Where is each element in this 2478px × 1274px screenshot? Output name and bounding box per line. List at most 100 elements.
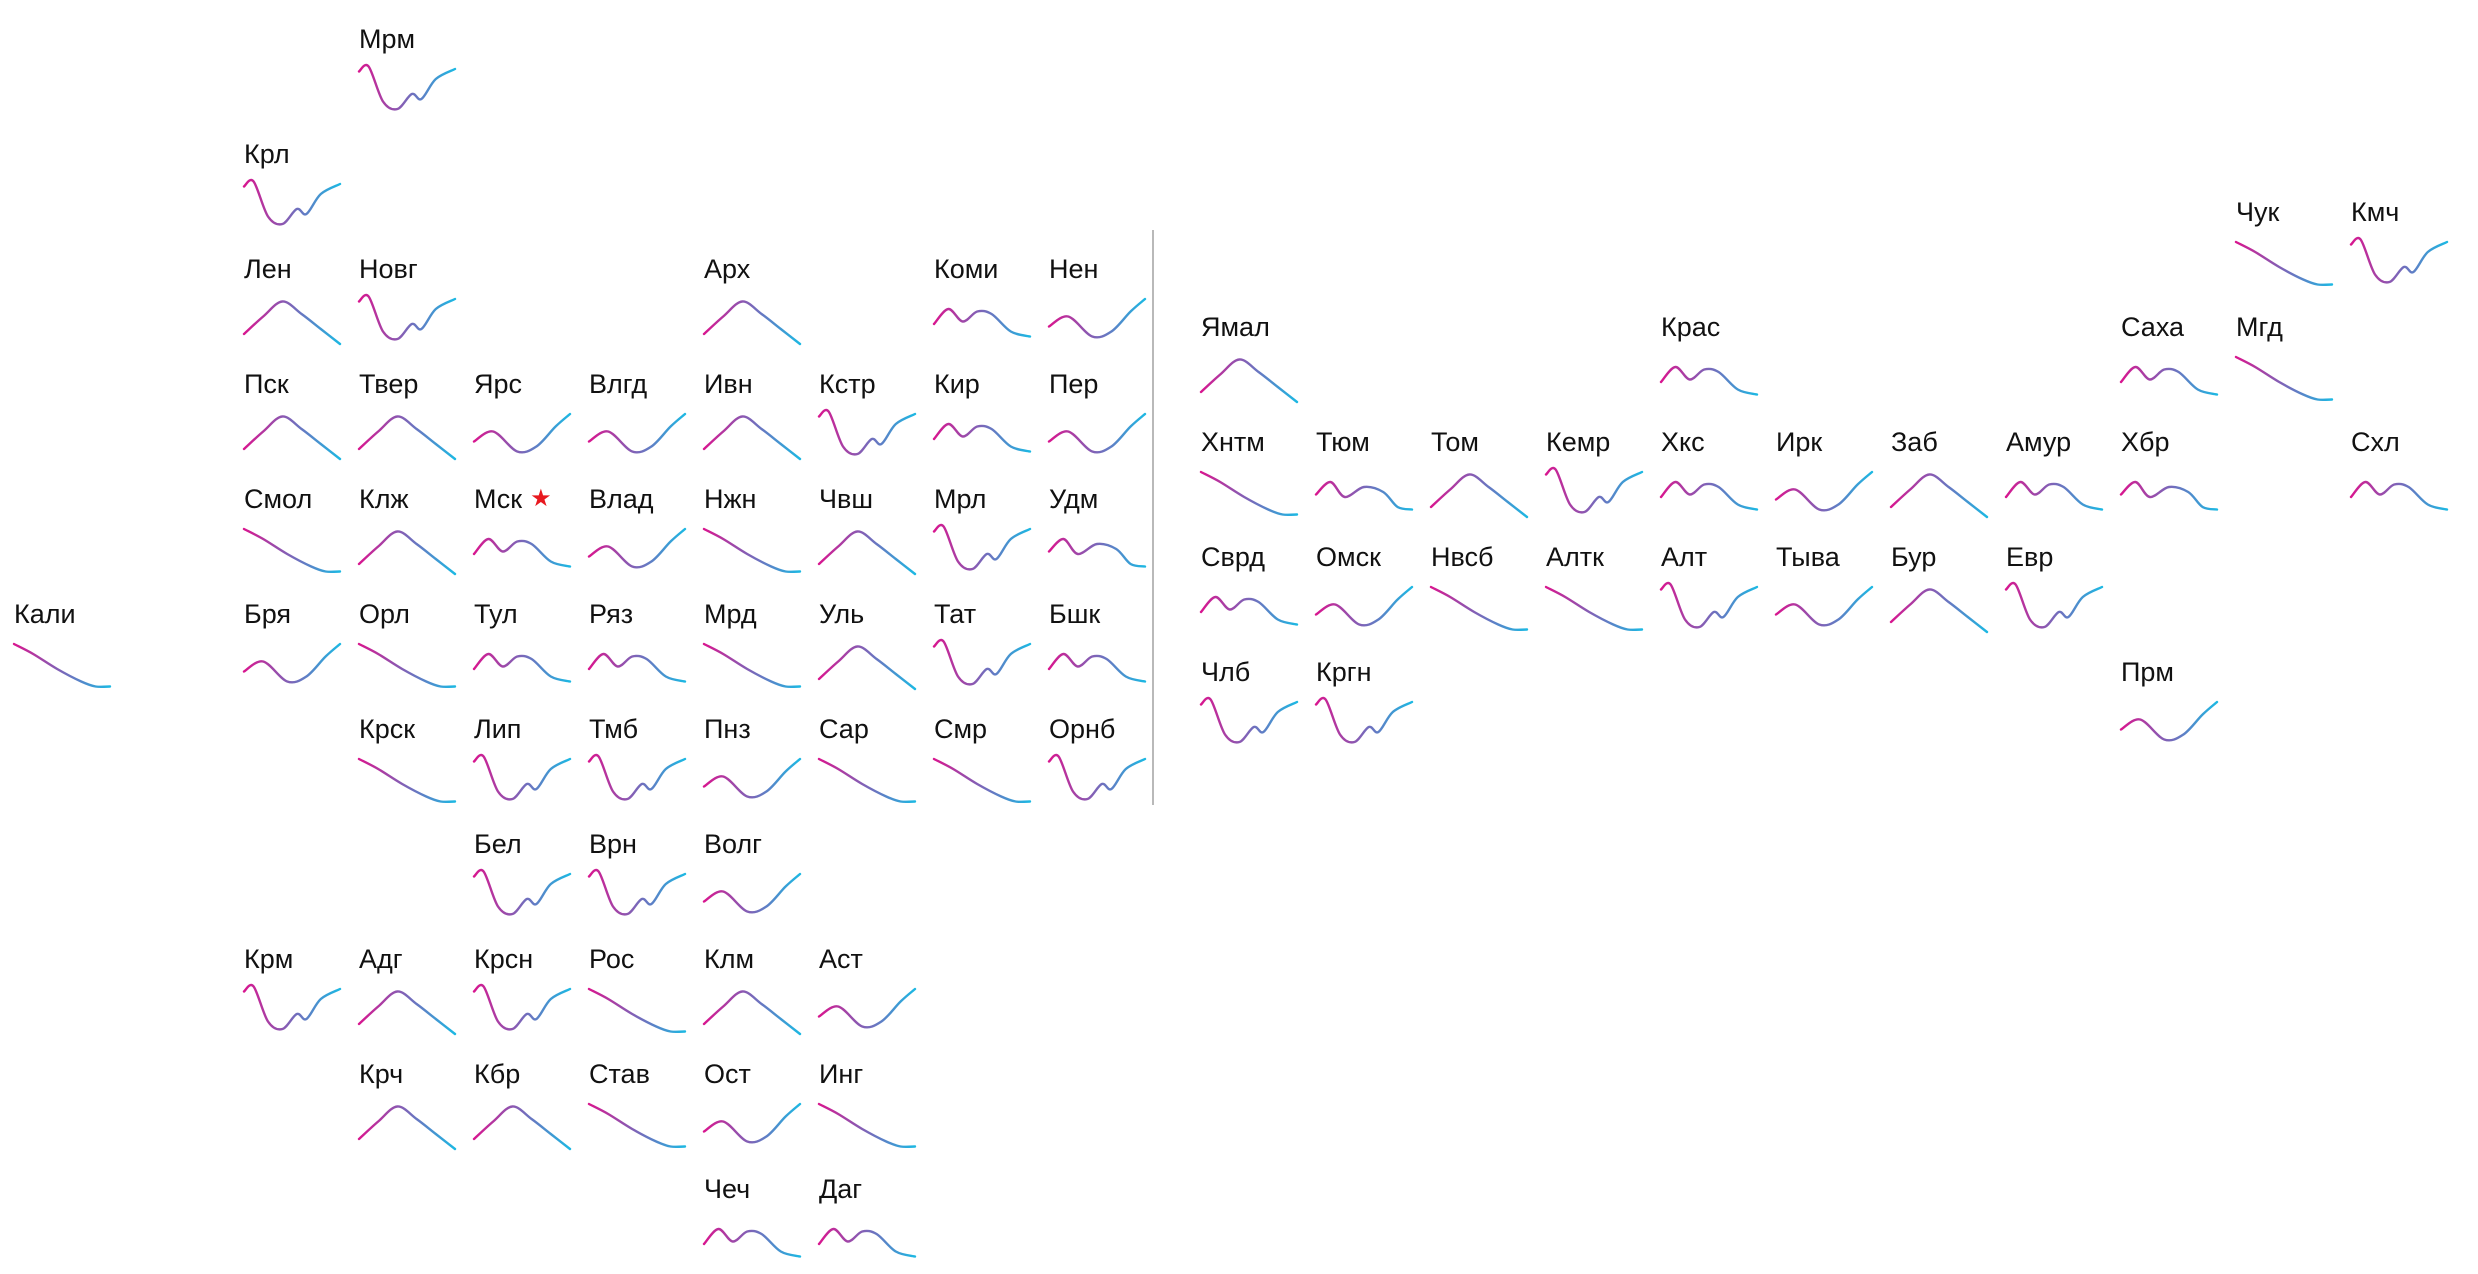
sparkline-path-chlb bbox=[1199, 696, 1299, 744]
region-tile-altk: Алтк bbox=[1540, 532, 1652, 642]
region-label-text: Крсн bbox=[474, 944, 534, 974]
sparkline-path-mrd bbox=[702, 642, 802, 689]
region-label-text: Клм bbox=[704, 944, 755, 974]
region-tile-yars: Ярс bbox=[468, 359, 580, 469]
region-label-text: Тюм bbox=[1316, 426, 1370, 457]
sparkline-path-mrm bbox=[357, 63, 457, 111]
sparkline bbox=[2349, 480, 2449, 511]
sparkline-path-krgn bbox=[1314, 696, 1414, 744]
region-label-text: Смол bbox=[244, 484, 313, 514]
sparkline bbox=[587, 1102, 687, 1149]
sparkline-path-chech bbox=[702, 1227, 802, 1258]
region-label-text: Заб bbox=[1891, 426, 1938, 457]
sparkline-path-zab bbox=[1889, 472, 1989, 518]
sparkline bbox=[1047, 297, 1147, 339]
region-label-text: Став bbox=[589, 1059, 650, 1089]
region-label-text: Арх bbox=[704, 254, 751, 284]
region-label: Кстр bbox=[819, 369, 876, 400]
region-label: Крас bbox=[1661, 312, 1720, 343]
region-tile-kbr: Кбр bbox=[468, 1049, 580, 1159]
sparkline-path-ast bbox=[817, 987, 917, 1029]
sparkline-path-pnz bbox=[702, 757, 802, 799]
sparkline-path-klzh bbox=[357, 530, 457, 576]
region-label: Ост bbox=[704, 1059, 751, 1090]
region-tile-bur: Бур bbox=[1885, 532, 1997, 642]
region-label: Крск bbox=[359, 714, 415, 745]
sparkline-path-krm bbox=[242, 983, 342, 1031]
region-label: Пер bbox=[1049, 369, 1098, 400]
region-tile-nzhn: Нжн bbox=[698, 474, 810, 584]
sparkline bbox=[472, 652, 572, 683]
sparkline-path-sar bbox=[817, 757, 917, 804]
sparkline bbox=[1314, 480, 1414, 511]
sparkline bbox=[1774, 585, 1874, 627]
region-label-text: Кбр bbox=[474, 1059, 521, 1089]
region-label-text: Алтк bbox=[1546, 541, 1604, 572]
sparkline-path-kmch bbox=[2349, 236, 2449, 284]
sparkline-path-kstr bbox=[817, 408, 917, 456]
region-label: Влад bbox=[589, 484, 654, 515]
region-tile-vlad: Влад bbox=[583, 474, 695, 584]
sparkline bbox=[1199, 357, 1299, 403]
region-label-text: Влгд bbox=[589, 369, 648, 399]
region-tile-evr: Евр bbox=[2000, 532, 2112, 642]
region-label: Врн bbox=[589, 829, 637, 860]
region-tile-krsk: Крск bbox=[353, 704, 465, 814]
sparkline bbox=[817, 1102, 917, 1149]
region-label: Чук bbox=[2236, 197, 2279, 228]
region-label-text: Хбр bbox=[2121, 426, 2170, 457]
region-label: Мрл bbox=[934, 484, 986, 515]
region-label: Арх bbox=[704, 254, 750, 285]
sparkline-path-tyum bbox=[1314, 480, 1414, 511]
sparkline bbox=[1774, 470, 1874, 512]
region-tile-udm: Удм bbox=[1043, 474, 1155, 584]
region-tile-mrl: Мрл bbox=[928, 474, 1040, 584]
region-label: Став bbox=[589, 1059, 650, 1090]
sparkline-path-ul bbox=[817, 645, 917, 691]
sparkline bbox=[1889, 472, 1989, 518]
sparkline-path-adg bbox=[357, 990, 457, 1036]
region-tile-chvsh: Чвш bbox=[813, 474, 925, 584]
sparkline-path-mrl bbox=[932, 523, 1032, 571]
region-label: Алт bbox=[1661, 542, 1707, 573]
region-tile-svrd: Сврд bbox=[1195, 532, 1307, 642]
region-label: Клм bbox=[704, 944, 754, 975]
sparkline-path-psk bbox=[242, 415, 342, 461]
region-label-text: Том bbox=[1431, 426, 1479, 457]
sparkline-path-bel bbox=[472, 868, 572, 916]
sparkline bbox=[357, 990, 457, 1036]
sparkline bbox=[817, 1227, 917, 1258]
sparkline-path-ryaz bbox=[587, 652, 687, 683]
sparkline bbox=[587, 527, 687, 569]
region-label-text: Тмб bbox=[589, 714, 639, 744]
region-label: Алтк bbox=[1546, 542, 1604, 573]
region-label: Новг bbox=[359, 254, 418, 285]
region-label-text: Бшк bbox=[1049, 599, 1101, 629]
sparkline bbox=[2119, 700, 2219, 742]
region-tile-dag: Даг bbox=[813, 1164, 925, 1274]
region-label: Нжн bbox=[704, 484, 756, 515]
sparkline bbox=[472, 412, 572, 454]
region-label-text: Ямал bbox=[1201, 311, 1270, 342]
region-label: Смр bbox=[934, 714, 987, 745]
sparkline bbox=[702, 990, 802, 1036]
sparkline bbox=[817, 987, 917, 1029]
sparkline bbox=[2234, 240, 2334, 286]
region-tile-sar: Сар bbox=[813, 704, 925, 814]
sparkline bbox=[1659, 480, 1759, 511]
sparkline bbox=[702, 1227, 802, 1258]
region-label: Евр bbox=[2006, 542, 2053, 573]
region-label-text: Кали bbox=[14, 599, 76, 629]
region-tile-krch: Крч bbox=[353, 1049, 465, 1159]
sparkline bbox=[242, 178, 342, 226]
region-label: Твер bbox=[359, 369, 418, 400]
region-tile-adg: Адг bbox=[353, 934, 465, 1044]
region-label-text: Мск bbox=[474, 484, 523, 514]
region-label: Крм bbox=[244, 944, 293, 975]
region-label: Рос bbox=[589, 944, 634, 975]
sparkline-path-evr bbox=[2004, 581, 2104, 629]
sparkline bbox=[472, 983, 572, 1031]
region-tile-kir: Кир bbox=[928, 359, 1040, 469]
region-label: Члб bbox=[1201, 657, 1250, 688]
sparkline bbox=[1199, 696, 1299, 744]
